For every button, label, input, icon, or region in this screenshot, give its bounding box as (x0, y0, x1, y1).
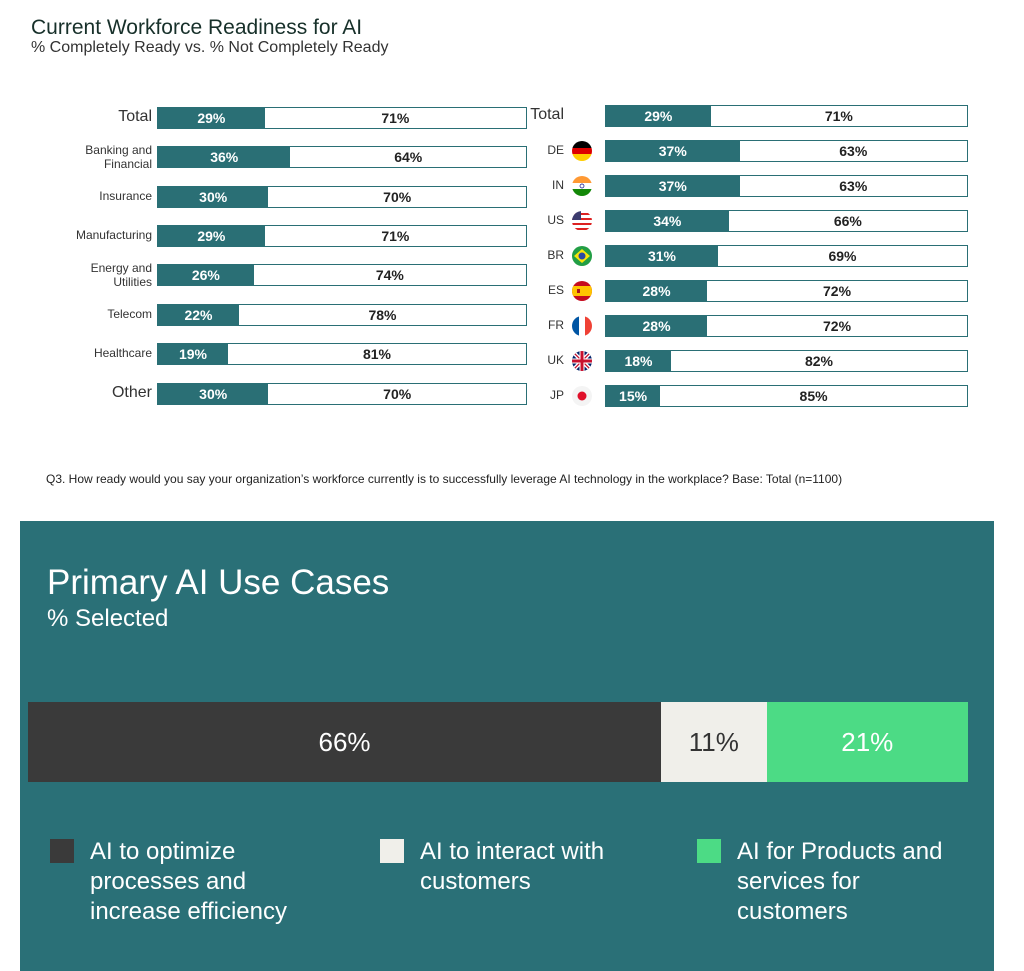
use-cases-title: Primary AI Use Cases (47, 563, 390, 602)
category-label: Manufacturing (75, 228, 152, 242)
category-label: ES (547, 283, 564, 297)
stacked-bar-row: 29% 71% (157, 225, 527, 247)
legend-swatch (697, 839, 721, 863)
legend-item: AI to interact with customers (380, 837, 660, 897)
not-ready-segment: 74% (375, 267, 404, 283)
category-label: FR (548, 318, 564, 332)
use-case-segment: 11% (661, 702, 767, 782)
ready-segment: 19% (158, 344, 228, 364)
ready-segment: 29% (606, 106, 711, 126)
not-ready-segment: 72% (823, 283, 852, 299)
france-flag-icon (572, 316, 592, 336)
ready-segment: 26% (158, 265, 254, 285)
india-flag-icon (572, 176, 592, 196)
stacked-bar-row: 37% 63% (605, 175, 968, 197)
category-label: Banking and Financial (85, 143, 152, 171)
ready-segment: 36% (158, 147, 291, 167)
category-label: Healthcare (93, 346, 152, 360)
category-label: IN (552, 178, 564, 192)
category-label: Telecom (107, 307, 152, 321)
use-case-segment: 21% (766, 702, 968, 782)
stacked-bar-row: 22% 78% (157, 304, 527, 326)
use-case-segment: 66% (28, 702, 662, 782)
legend-label: AI to interact with customers (420, 838, 605, 895)
category-label: Energy and Utilities (90, 261, 152, 289)
not-ready-segment: 71% (824, 108, 853, 124)
legend-swatch (50, 839, 74, 863)
stacked-bar-row: 37% 63% (605, 140, 968, 162)
category-label: Total (118, 108, 152, 125)
ready-segment: 29% (158, 108, 265, 128)
ready-segment: 34% (606, 211, 729, 231)
ready-segment: 28% (606, 281, 708, 301)
category-label: DE (547, 143, 564, 157)
stacked-bar-row: 19% 81% (157, 343, 527, 365)
legend-label: AI for Products and services for custome… (737, 838, 943, 925)
spain-flag-icon (572, 281, 592, 301)
stacked-bar-row: 34% 66% (605, 210, 968, 232)
category-label: UK (547, 353, 564, 367)
stacked-bar-row: 29% 71% (605, 105, 968, 127)
usa-flag-icon (572, 211, 592, 231)
not-ready-segment: 85% (799, 388, 828, 404)
ready-segment: 31% (606, 246, 718, 266)
legend-item: AI to optimize processes and increase ef… (50, 837, 340, 927)
not-ready-segment: 82% (804, 353, 833, 369)
ready-segment: 18% (606, 351, 671, 371)
brazil-flag-icon (572, 246, 592, 266)
category-label: US (547, 213, 564, 227)
ready-segment: 30% (158, 384, 269, 404)
not-ready-segment: 69% (828, 248, 857, 264)
not-ready-segment: 71% (381, 228, 410, 244)
ready-segment: 15% (606, 386, 661, 406)
category-label: Other (111, 384, 152, 401)
not-ready-segment: 66% (833, 213, 862, 229)
stacked-bar-row: 28% 72% (605, 315, 968, 337)
not-ready-segment: 64% (394, 149, 423, 165)
not-ready-segment: 78% (368, 307, 397, 323)
stacked-bar-row: 18% 82% (605, 350, 968, 372)
japan-flag-icon (572, 386, 592, 406)
category-label: Total (530, 106, 564, 123)
category-label: Insurance (99, 189, 152, 203)
not-ready-segment: 81% (362, 346, 391, 362)
chart-subtitle: % Completely Ready vs. % Not Completely … (31, 39, 389, 56)
uk-flag-icon (572, 351, 592, 371)
stacked-bar-row: 30% 70% (157, 186, 527, 208)
stacked-bar-row: 29% 71% (157, 107, 527, 129)
ready-segment: 37% (606, 141, 740, 161)
legend-swatch (380, 839, 404, 863)
use-cases-subtitle: % Selected (47, 605, 169, 632)
not-ready-segment: 70% (383, 189, 412, 205)
ready-segment: 30% (158, 187, 269, 207)
not-ready-segment: 63% (839, 178, 868, 194)
stacked-bar-row: 36% 64% (157, 146, 527, 168)
stacked-bar-row: 31% 69% (605, 245, 968, 267)
not-ready-segment: 70% (383, 386, 412, 402)
ready-segment: 29% (158, 226, 265, 246)
not-ready-segment: 63% (839, 143, 868, 159)
category-label: BR (547, 248, 564, 262)
use-cases-panel: Primary AI Use Cases % Selected 66% 11% 21… (20, 521, 994, 971)
chart-title: Current Workforce Readiness for AI (31, 16, 363, 39)
use-cases-stacked-bar: 66% 11% 21% (28, 702, 968, 782)
stacked-bar-row: 15% 85% (605, 385, 968, 407)
stacked-bar-row: 30% 70% (157, 383, 527, 405)
ready-segment: 22% (158, 305, 239, 325)
ready-segment: 37% (606, 176, 740, 196)
category-label: JP (549, 388, 564, 402)
stacked-bar-row: 26% 74% (157, 264, 527, 286)
ready-segment: 28% (606, 316, 708, 336)
stacked-bar-row: 28% 72% (605, 280, 968, 302)
legend-label: AI to optimize processes and increase ef… (90, 838, 287, 925)
not-ready-segment: 72% (823, 318, 852, 334)
germany-flag-icon (572, 141, 592, 161)
not-ready-segment: 71% (381, 110, 410, 126)
legend-item: AI for Products and services for custome… (697, 837, 967, 927)
survey-note: Q3. How ready would you say your organiz… (46, 472, 843, 486)
